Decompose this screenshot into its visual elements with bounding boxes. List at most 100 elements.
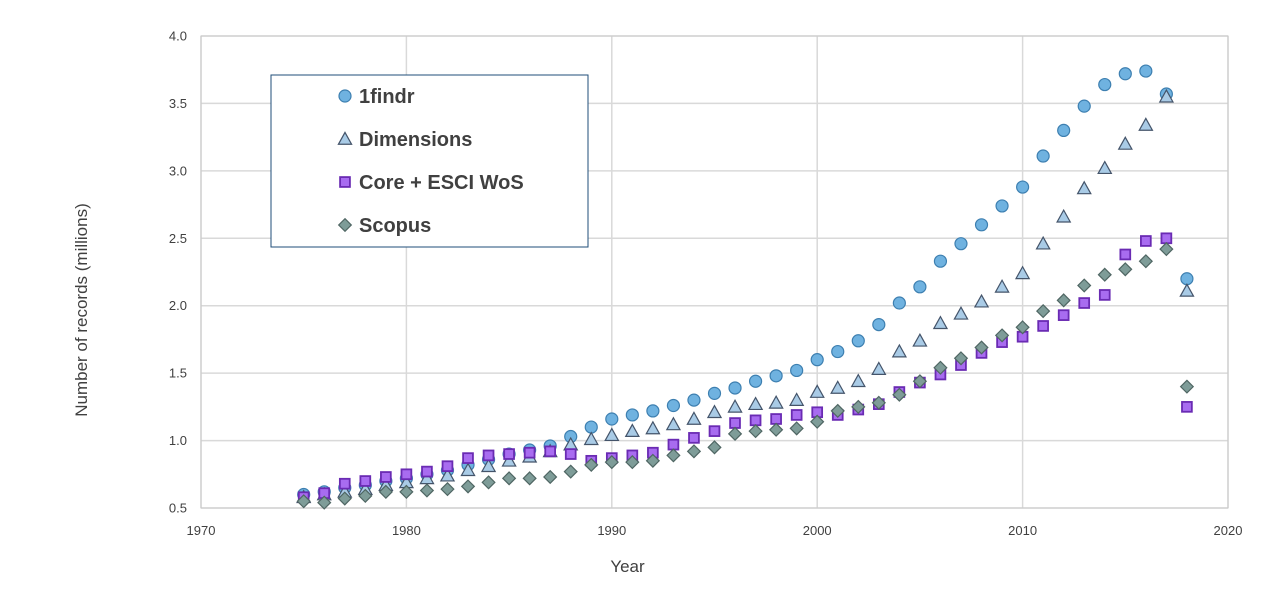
data-point-circle <box>892 296 906 310</box>
y-axis-title: Number of records (millions) <box>72 203 91 417</box>
data-point-circle <box>913 280 927 294</box>
data-point-diamond <box>501 471 517 486</box>
x-tick-label: 1990 <box>597 523 626 538</box>
data-point-triangle <box>1138 117 1154 131</box>
data-point-diamond <box>1138 254 1153 269</box>
data-point-square <box>729 417 741 429</box>
data-point-circle <box>605 412 619 426</box>
data-point-circle <box>748 374 763 388</box>
data-point-square <box>544 445 557 458</box>
data-point-triangle <box>624 423 640 438</box>
data-point-diamond <box>460 479 476 494</box>
data-point-diamond <box>994 328 1010 343</box>
data-point-circle <box>954 237 968 251</box>
data-point-circle <box>1139 64 1153 78</box>
data-point-triangle <box>1117 136 1133 150</box>
data-point-diamond <box>358 488 373 504</box>
data-point-circle <box>1118 67 1132 81</box>
data-point-diamond <box>912 374 928 389</box>
data-point-square <box>1078 297 1091 309</box>
data-point-diamond <box>892 387 907 402</box>
data-point-triangle <box>932 315 949 330</box>
data-point-circle <box>707 386 722 400</box>
data-point-square <box>380 471 392 483</box>
data-points <box>296 64 1195 510</box>
data-point-square <box>338 477 351 490</box>
data-point-diamond <box>727 426 743 441</box>
data-point-square <box>1181 401 1193 413</box>
data-point-triangle <box>583 431 599 446</box>
data-point-diamond <box>953 351 969 366</box>
data-point-square <box>421 465 433 478</box>
data-point-diamond <box>810 414 825 429</box>
data-point-diamond <box>707 440 722 455</box>
legend: 1findr Dimensions Core + ESCI WoS Scopus <box>270 74 589 248</box>
data-point-circle <box>995 199 1009 213</box>
data-point-circle <box>1036 149 1050 163</box>
data-point-square <box>770 413 782 425</box>
data-point-diamond <box>1118 262 1133 277</box>
data-point-triangle <box>645 420 661 435</box>
data-point-square <box>503 448 515 460</box>
legend-marker-triangle <box>337 131 353 145</box>
data-point-square <box>482 449 495 462</box>
y-tick-label: 4.0 <box>169 29 187 44</box>
legend-label: Dimensions <box>359 129 472 151</box>
legend-label: Core + ESCI WoS <box>359 172 524 194</box>
data-point-circle <box>831 344 845 359</box>
data-point-circle <box>687 393 701 407</box>
data-point-circle <box>872 317 886 332</box>
data-point-triangle <box>953 305 969 320</box>
data-point-triangle <box>871 361 887 375</box>
data-point-diamond <box>666 448 681 463</box>
data-point-triangle <box>1056 208 1072 223</box>
data-point-triangle <box>1076 180 1092 195</box>
data-point-diamond <box>296 494 311 509</box>
data-point-circle <box>790 363 804 378</box>
data-point-circle <box>1015 180 1030 194</box>
data-point-diamond <box>1179 379 1195 394</box>
data-point-circle <box>851 334 865 348</box>
data-point-diamond <box>686 444 702 459</box>
data-point-square <box>708 425 721 437</box>
data-point-diamond <box>378 484 394 499</box>
data-point-diamond <box>440 481 455 497</box>
data-point-triangle <box>994 278 1010 293</box>
data-point-triangle <box>830 380 846 394</box>
data-point-diamond <box>748 423 763 439</box>
data-point-diamond <box>974 340 989 355</box>
data-point-square <box>564 448 577 460</box>
data-point-triangle <box>1097 160 1113 175</box>
x-tick-label: 2020 <box>1214 523 1243 538</box>
y-tick-label: 2.5 <box>169 231 187 246</box>
y-tick-label: 3.0 <box>169 163 187 178</box>
data-point-triangle <box>439 467 456 482</box>
data-point-diamond <box>584 457 599 472</box>
data-point-triangle <box>460 462 476 477</box>
data-point-square <box>1160 232 1173 245</box>
data-point-square <box>462 452 474 464</box>
data-point-square <box>441 460 454 473</box>
series-scopus <box>296 241 1195 510</box>
data-point-square <box>359 475 372 487</box>
data-point-diamond <box>1035 303 1051 319</box>
legend-box <box>270 74 589 248</box>
data-point-triangle <box>973 293 990 308</box>
data-point-diamond <box>830 403 845 419</box>
x-tick-label: 2000 <box>803 523 832 538</box>
data-point-diamond <box>481 475 496 490</box>
data-point-square <box>1037 320 1049 332</box>
data-point-diamond <box>399 484 414 499</box>
data-point-square <box>1119 248 1132 261</box>
data-point-triangle <box>604 427 620 442</box>
data-point-triangle <box>1158 88 1174 103</box>
data-point-triangle <box>665 416 682 431</box>
data-point-circle <box>728 381 742 395</box>
data-point-diamond <box>645 453 661 468</box>
data-point-circle <box>584 420 598 434</box>
data-point-diamond <box>543 469 558 485</box>
data-point-diamond <box>1097 267 1112 282</box>
data-point-triangle <box>686 411 702 425</box>
data-point-square <box>688 432 700 444</box>
data-point-triangle <box>747 396 764 411</box>
